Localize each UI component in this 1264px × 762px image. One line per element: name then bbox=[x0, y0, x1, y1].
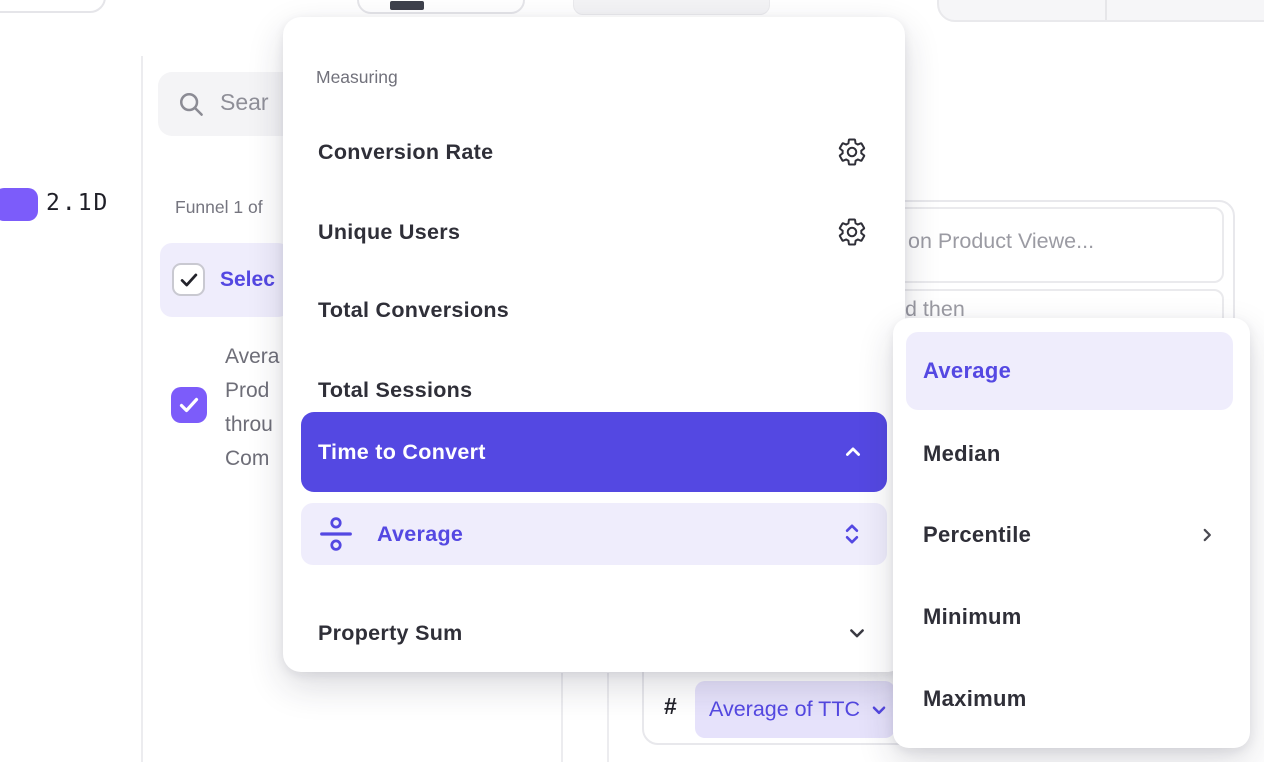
menu-item-total-sessions[interactable]: Total Sessions bbox=[318, 377, 473, 402]
description-line: Prod bbox=[225, 379, 270, 402]
chevron-down-icon bbox=[870, 701, 888, 719]
agg-item-maximum[interactable]: Maximum bbox=[923, 686, 1027, 711]
agg-item-minimum[interactable]: Minimum bbox=[923, 604, 1022, 629]
menu-subitem-average[interactable]: Average bbox=[301, 503, 887, 565]
search-icon bbox=[176, 89, 206, 124]
chart-type-icon bbox=[390, 1, 424, 10]
table-column-divider bbox=[607, 673, 609, 762]
menu-item-conversion-rate[interactable]: Conversion Rate bbox=[283, 127, 905, 177]
menu-title: Measuring bbox=[316, 67, 398, 87]
toolbar-card-fragment bbox=[357, 0, 525, 14]
checkbox-purple-checked[interactable] bbox=[171, 387, 207, 423]
search-placeholder: Sear bbox=[220, 89, 269, 115]
funnel-item-label: Selec bbox=[220, 268, 275, 291]
divide-icon bbox=[318, 516, 354, 552]
gear-icon[interactable] bbox=[837, 217, 867, 247]
search-input[interactable]: Sear bbox=[158, 72, 298, 136]
chevron-down-icon bbox=[847, 623, 867, 643]
chevron-up-down-icon bbox=[843, 522, 861, 546]
aggregation-menu: Average Median Percentile Minimum Maximu… bbox=[893, 318, 1250, 748]
chevron-right-icon bbox=[1198, 526, 1216, 544]
legend-color-chip[interactable] bbox=[0, 188, 38, 221]
menu-item-time-to-convert-selected[interactable]: Time to Convert bbox=[301, 412, 887, 492]
menu-item-property-sum[interactable]: Property Sum bbox=[283, 608, 905, 658]
description-line: throu bbox=[225, 413, 273, 436]
table-column-divider bbox=[561, 673, 563, 762]
funnel-label: Funnel 1 of bbox=[175, 197, 263, 217]
sidebar-divider bbox=[141, 56, 143, 762]
description-line: Com bbox=[225, 447, 270, 470]
funnel-list-item-selected[interactable]: Selec bbox=[160, 243, 290, 317]
agg-item-average-selected[interactable]: Average bbox=[906, 332, 1233, 410]
menu-item-unique-users[interactable]: Unique Users bbox=[283, 207, 905, 257]
top-right-panel-fragment bbox=[937, 0, 1264, 22]
legend-value: 2.1D bbox=[46, 190, 110, 216]
number-type-icon: # bbox=[664, 693, 677, 719]
metric-description: Avera Prod throu Com bbox=[225, 340, 279, 476]
measured-as-dropdown[interactable]: Average of TTC bbox=[695, 681, 895, 738]
description-line: Avera bbox=[225, 345, 280, 368]
checkbox-checked[interactable] bbox=[172, 263, 205, 296]
menu-item-total-conversions[interactable]: Total Conversions bbox=[318, 297, 510, 322]
then-step-text: d then bbox=[905, 297, 965, 321]
measured-as-value: Average of TTC bbox=[709, 697, 860, 721]
tab-fragment bbox=[573, 0, 770, 15]
panel-divider bbox=[1105, 0, 1107, 20]
agg-item-percentile[interactable]: Percentile bbox=[893, 510, 1250, 560]
agg-item-median[interactable]: Median bbox=[923, 441, 1001, 466]
gear-icon[interactable] bbox=[837, 137, 867, 167]
measuring-menu: Measuring Conversion Rate Unique Users T… bbox=[283, 17, 905, 672]
chevron-up-icon bbox=[843, 442, 863, 462]
background-card-fragment bbox=[0, 0, 106, 13]
event-selector-text: on Product Viewe... bbox=[908, 229, 1095, 253]
